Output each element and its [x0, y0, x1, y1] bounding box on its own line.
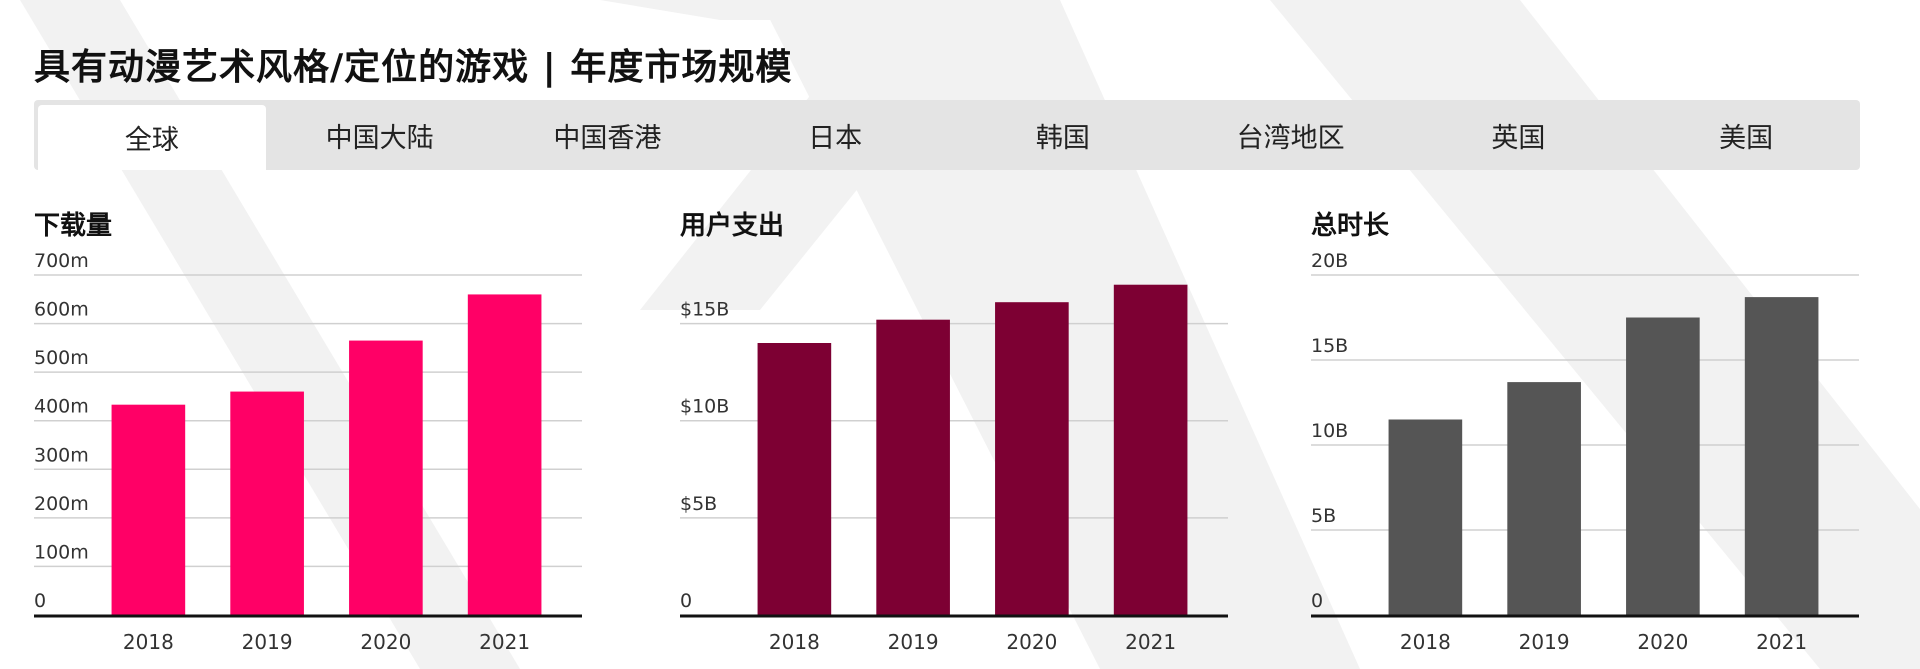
downloads-ytick-label: 600m	[34, 299, 89, 321]
downloads-category-label: 2018	[123, 630, 174, 654]
tab-taiwan[interactable]: 台湾地区	[1236, 122, 1345, 154]
downloads-ytick-label: 200m	[34, 493, 89, 515]
spending-category-label: 2021	[1125, 630, 1176, 654]
downloads-bar	[349, 340, 423, 615]
region-tabbar: 全球 中国大陆 中国香港 日本 韩国 台湾地区 英国 美国	[34, 100, 1860, 170]
downloads-category-label: 2019	[242, 630, 293, 654]
downloads-bar	[230, 391, 304, 615]
time-chart: 0 5B 10B 15B 20B 2018 2019 2020 2021	[1311, 250, 1859, 654]
page-title: 具有动漫艺术风格/定位的游戏 | 年度市场规模	[34, 47, 793, 88]
spending-bar	[995, 302, 1069, 615]
tab-mainland-china[interactable]: 中国大陆	[325, 122, 434, 154]
time-ytick-label: 15B	[1311, 335, 1348, 357]
time-ytick-label: 0	[1311, 590, 1323, 612]
spending-chart-title: 用户支出	[680, 211, 785, 241]
spending-ytick-label: $5B	[680, 493, 717, 515]
time-bar	[1507, 382, 1581, 615]
time-bar	[1744, 297, 1819, 615]
tab-global[interactable]: 全球	[38, 105, 266, 170]
downloads-ytick-label: 500m	[34, 347, 89, 369]
downloads-ytick-label: 700m	[34, 250, 89, 272]
time-category-label: 2019	[1519, 630, 1570, 654]
spending-ytick-label: $10B	[680, 396, 729, 418]
spending-chart: 0 $5B $10B $15B 2018 2019 2020 2021	[680, 284, 1228, 654]
time-chart-title: 总时长	[1311, 211, 1390, 241]
tab-japan[interactable]: 日本	[808, 122, 863, 154]
downloads-category-label: 2020	[360, 630, 411, 654]
tab-us[interactable]: 美国	[1719, 122, 1774, 154]
spending-category-label: 2018	[769, 630, 820, 654]
downloads-ytick-label: 0	[34, 590, 46, 612]
spending-ytick-label: $15B	[680, 299, 729, 321]
spending-bar	[757, 343, 832, 615]
time-category-label: 2021	[1756, 630, 1807, 654]
spending-category-label: 2019	[888, 630, 939, 654]
downloads-ytick-label: 400m	[34, 396, 89, 418]
time-category-label: 2020	[1637, 630, 1688, 654]
spending-bar	[876, 319, 950, 615]
downloads-bar	[467, 294, 542, 615]
downloads-bar	[111, 404, 186, 615]
time-category-label: 2018	[1400, 630, 1451, 654]
downloads-chart-title: 下载量	[34, 211, 113, 241]
time-ytick-label: 10B	[1311, 420, 1348, 442]
time-ytick-label: 5B	[1311, 505, 1336, 527]
spending-category-label: 2020	[1006, 630, 1057, 654]
tab-uk[interactable]: 英国	[1491, 122, 1546, 154]
spending-bar	[1113, 284, 1188, 615]
time-ytick-label: 20B	[1311, 250, 1348, 272]
downloads-category-label: 2021	[479, 630, 530, 654]
time-bar	[1388, 419, 1463, 615]
tab-korea[interactable]: 韩国	[1035, 122, 1090, 154]
downloads-ytick-label: 100m	[34, 541, 89, 563]
downloads-chart: 0 100m 200m 300m 400m 500m 600m 700m 2018 2019 202…	[34, 250, 582, 654]
spending-ytick-label: 0	[680, 590, 692, 612]
time-bar	[1626, 317, 1700, 615]
tab-hong-kong[interactable]: 中国香港	[553, 122, 662, 154]
downloads-ytick-label: 300m	[34, 444, 89, 466]
